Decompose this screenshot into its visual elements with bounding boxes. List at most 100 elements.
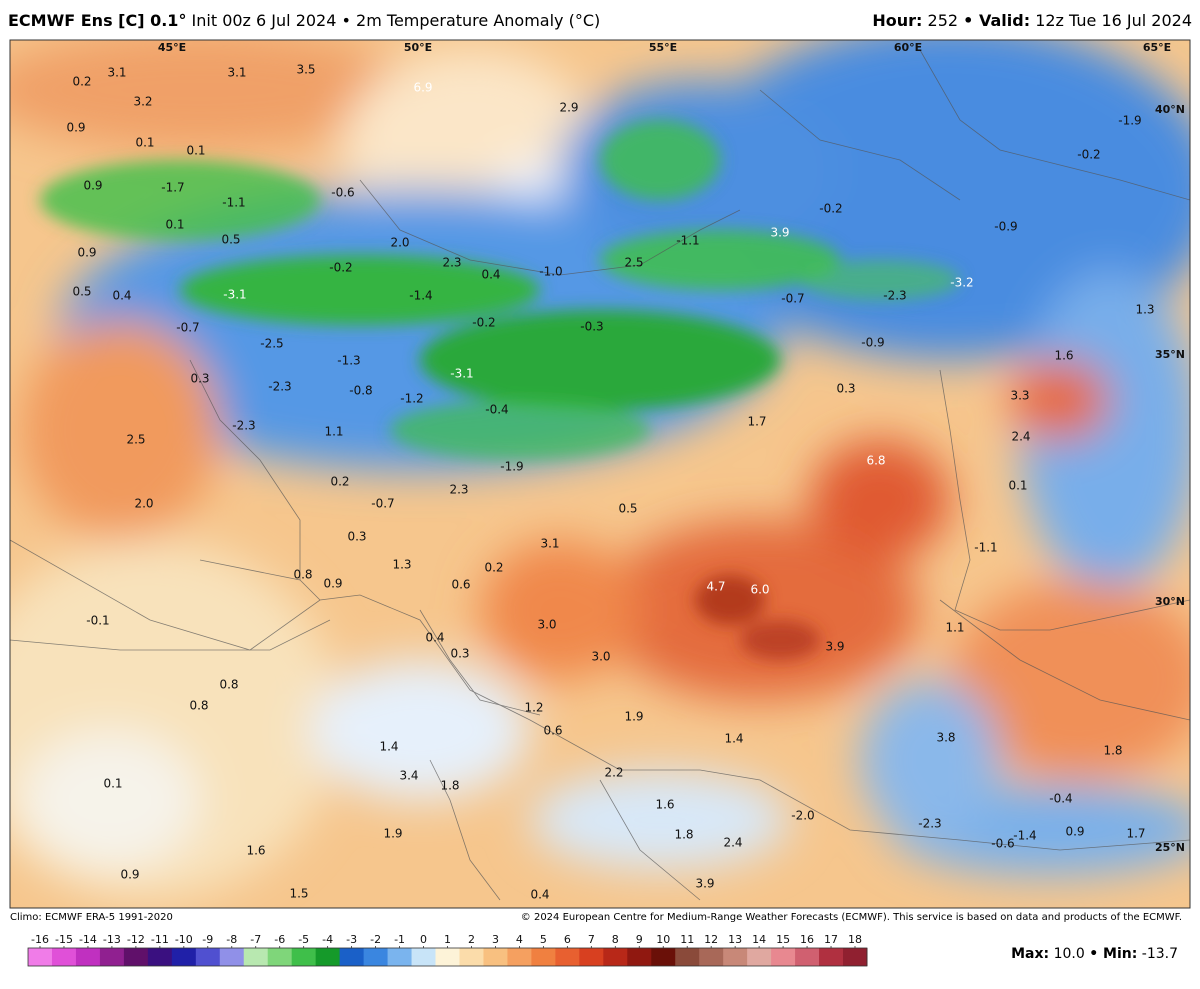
title-right: Hour: 252 • Valid: 12z Tue 16 Jul 2024 — [872, 11, 1192, 30]
map-value-label: -3.2 — [950, 276, 973, 290]
map-value-label: 2.9 — [559, 101, 578, 115]
grid-label: 65°E — [1143, 41, 1171, 54]
map-frame — [9, 39, 1191, 909]
map-value-label: 3.0 — [537, 618, 556, 632]
colorbar-cell — [771, 948, 796, 966]
map-value-label: -0.7 — [781, 292, 804, 306]
colorbar-tick-label: -12 — [127, 933, 145, 946]
colorbar-tick-label: 4 — [516, 933, 523, 946]
valid-label: • Valid: — [963, 11, 1030, 30]
cool-band — [40, 120, 960, 660]
map-value-label: 1.8 — [674, 828, 693, 842]
map-value-label: -0.4 — [1049, 792, 1072, 806]
map-value-label: 1.2 — [524, 701, 543, 715]
max: 10.0 — [1054, 946, 1085, 962]
colorbar-cell — [723, 948, 748, 966]
colorbar-tick-label: 9 — [636, 933, 643, 946]
map-value-label: -0.7 — [176, 321, 199, 335]
model: ECMWF Ens [C] 0.1° — [8, 11, 186, 30]
colorbar-tick-label: 16 — [800, 933, 814, 946]
colorbar-tick-label: -6 — [274, 933, 285, 946]
colorbar-tick-label: 1 — [444, 933, 451, 946]
colorbar-tick-label: -4 — [322, 933, 333, 946]
colorbar-cell — [531, 948, 556, 966]
map-value-label: 2.5 — [126, 433, 145, 447]
title-left: ECMWF Ens [C] 0.1° Init 00z 6 Jul 2024 •… — [8, 11, 600, 30]
map-value-label: 0.5 — [618, 502, 637, 516]
map-value-label: -0.2 — [819, 202, 842, 216]
colorbar-cell — [28, 948, 53, 966]
map-value-label: -1.2 — [400, 392, 423, 406]
colorbar-cell — [267, 948, 293, 966]
stats: Max: 10.0 • Min: -13.7 — [1011, 946, 1178, 962]
map-value-label: -0.8 — [349, 384, 372, 398]
borders — [10, 49, 1190, 901]
grid-label: 35°N — [1155, 348, 1185, 361]
map-value-label: 1.8 — [440, 779, 459, 793]
map-value-label: -2.3 — [918, 817, 941, 831]
colorbar-tick-label: -10 — [175, 933, 193, 946]
colorbar-tick-label: -16 — [31, 933, 49, 946]
colorbar-tick-label: 18 — [848, 933, 862, 946]
colorbar-cell — [315, 948, 341, 966]
map-value-label: 0.9 — [83, 179, 102, 193]
colorbar-tick-label: 5 — [540, 933, 547, 946]
map-value-label: 0.6 — [451, 578, 470, 592]
map-value-label: 3.1 — [107, 66, 126, 80]
map-value-label: -0.9 — [994, 220, 1017, 234]
colorbar-cell — [675, 948, 700, 966]
grid-label: 40°N — [1155, 103, 1185, 116]
colorbar-tick-label: -9 — [202, 933, 213, 946]
colorbar-tick-label: 10 — [656, 933, 670, 946]
colorbar-cell — [507, 948, 532, 966]
map-value-label: 0.4 — [530, 888, 549, 902]
map-value-label: -2.5 — [260, 337, 283, 351]
variable: • 2m Temperature Anomaly (°C) — [342, 11, 601, 30]
map-value-label: 0.9 — [323, 577, 342, 591]
map-value-label: 0.5 — [221, 233, 240, 247]
map-value-label: 3.0 — [591, 650, 610, 664]
map-value-label: 0.1 — [165, 218, 184, 232]
colorbar-cell — [603, 948, 628, 966]
colorbar-tick-label: 6 — [564, 933, 571, 946]
map-value-label: 2.3 — [449, 483, 468, 497]
map-value-label: -2.3 — [268, 380, 291, 394]
map-value-label: 1.4 — [379, 740, 398, 754]
colorbar-tick-label: -8 — [226, 933, 237, 946]
map-value-label: 0.9 — [77, 246, 96, 260]
colorbar-tick-label: -5 — [298, 933, 309, 946]
map-value-label: 0.8 — [189, 699, 208, 713]
map-value-label: -0.2 — [472, 316, 495, 330]
colorbar-tick-label: 8 — [612, 933, 619, 946]
map-value-label: 1.8 — [1103, 744, 1122, 758]
grid-label: 25°N — [1155, 841, 1185, 854]
map-value-label: 0.3 — [190, 372, 209, 386]
colorbar-cell — [651, 948, 676, 966]
map-value-label: 0.3 — [450, 647, 469, 661]
map-value-label: -0.9 — [861, 336, 884, 350]
map-value-label: -1.1 — [974, 541, 997, 555]
hour-label: Hour: — [872, 11, 922, 30]
map-value-label: 0.1 — [135, 136, 154, 150]
map-value-label: 2.4 — [1011, 430, 1030, 444]
map-value-label: 0.5 — [72, 285, 91, 299]
colorbar-cell — [171, 948, 197, 966]
colorbar-cell — [147, 948, 173, 966]
colorbar-cell — [99, 948, 125, 966]
map-value-label: -3.1 — [450, 367, 473, 381]
map-value-label: 1.5 — [289, 887, 308, 901]
map-value-label: -1.7 — [161, 181, 184, 195]
map-value-label: 3.2 — [133, 95, 152, 109]
credit: © 2024 European Centre for Medium-Range … — [521, 912, 1182, 923]
map-value-label: 6.0 — [750, 583, 769, 597]
colorbar-cell — [795, 948, 820, 966]
grid-label: 55°E — [649, 41, 677, 54]
colorbar-tick-label: 2 — [468, 933, 475, 946]
map-value-label: 0.4 — [112, 289, 131, 303]
map-value-label: -1.1 — [676, 234, 699, 248]
colorbar-cell — [819, 948, 844, 966]
colorbar-tick-label: 13 — [728, 933, 742, 946]
colorbar-cell — [579, 948, 604, 966]
map-value-label: 3.9 — [770, 226, 789, 240]
colorbar-tick-label: 17 — [824, 933, 838, 946]
